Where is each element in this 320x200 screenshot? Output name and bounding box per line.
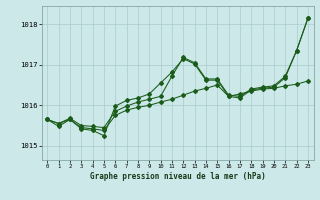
X-axis label: Graphe pression niveau de la mer (hPa): Graphe pression niveau de la mer (hPa) — [90, 172, 266, 181]
